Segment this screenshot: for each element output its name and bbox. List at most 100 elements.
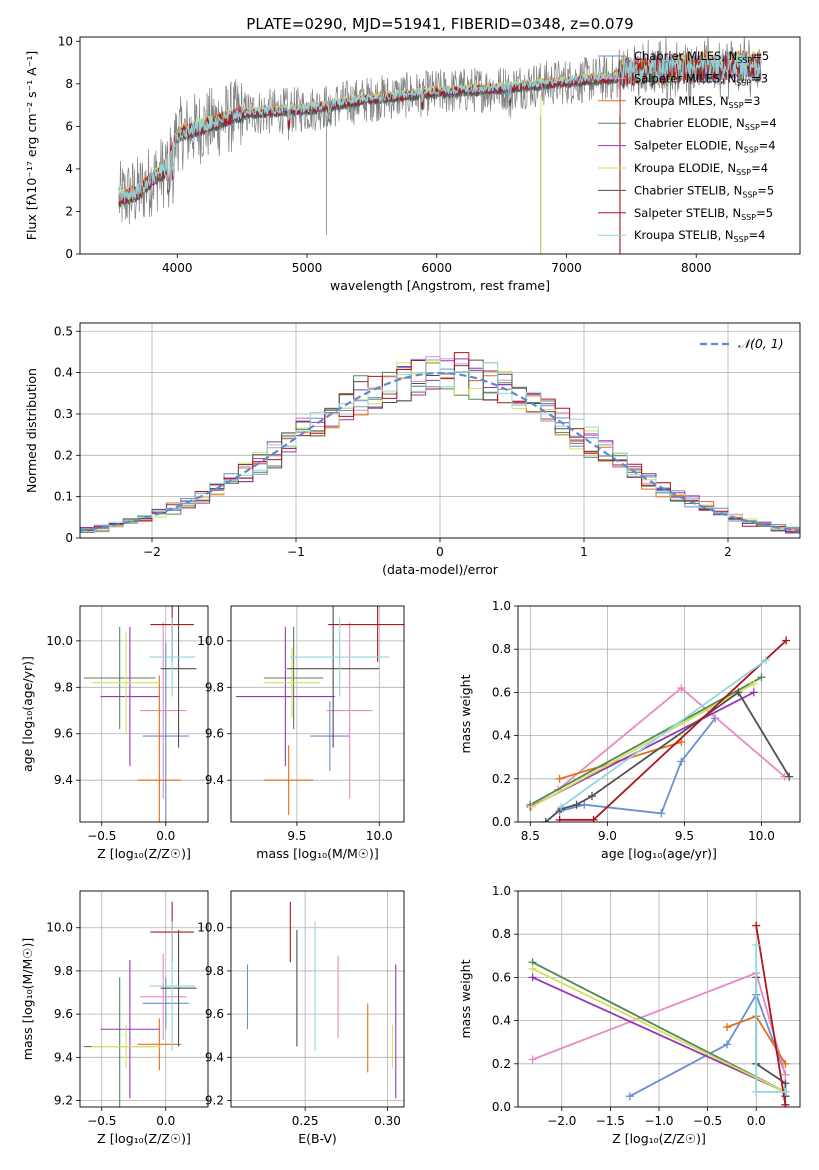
y-tick-label: 0.2 bbox=[54, 448, 73, 462]
normal-distribution-curve bbox=[80, 371, 800, 532]
axes-frame bbox=[230, 605, 405, 823]
y-tick-label: 0.5 bbox=[54, 324, 73, 338]
x-tick-label: 0.25 bbox=[292, 1114, 319, 1128]
y-tick-label: 0 bbox=[65, 247, 73, 261]
axes-frame bbox=[517, 890, 801, 1108]
mass-weight-marker bbox=[527, 802, 536, 811]
x-tick-label: 0.30 bbox=[374, 1114, 401, 1128]
mass-weight-line-7 bbox=[559, 639, 787, 821]
y-tick-label: 8 bbox=[65, 77, 73, 91]
y-tick-label: 9.4 bbox=[54, 1050, 73, 1064]
mass-weight-marker bbox=[677, 684, 686, 693]
x-axis-label: mass [log₁₀(M/M☉)] bbox=[256, 846, 378, 861]
x-axis-label: wavelength [Angstrom, rest frame] bbox=[330, 278, 550, 293]
errorbar-point-5 bbox=[91, 1024, 161, 1069]
y-tick-label: 0.4 bbox=[492, 729, 511, 743]
errorbar-point-0 bbox=[142, 643, 189, 822]
errorbar-point-7 bbox=[328, 606, 404, 662]
plot-area bbox=[528, 921, 790, 1107]
y-tick-label: 10.0 bbox=[197, 634, 224, 648]
y-tick-label: 9.6 bbox=[205, 727, 224, 741]
mass-weight-marker bbox=[723, 1040, 732, 1049]
y-tick-label: 9.4 bbox=[54, 773, 73, 787]
y-tick-label: 0.1 bbox=[54, 490, 73, 504]
x-axis-label: Z [log₁₀(Z/Z☉)] bbox=[97, 1131, 191, 1146]
x-tick-label: 9.0 bbox=[598, 829, 617, 843]
y-tick-label: 10.0 bbox=[46, 634, 73, 648]
x-tick-label: −1.0 bbox=[644, 1114, 673, 1128]
y-tick-label: 9.2 bbox=[205, 1094, 224, 1108]
mass-weight-marker bbox=[757, 673, 766, 682]
x-tick-label: 0.0 bbox=[156, 1114, 175, 1128]
mass-weight-marker bbox=[657, 809, 666, 818]
mass-weight-line-3 bbox=[532, 961, 786, 1093]
mass-weight-line-4 bbox=[532, 976, 786, 1093]
plot-area bbox=[80, 352, 800, 535]
mass-weight-marker bbox=[580, 800, 589, 809]
mass-weight-marker bbox=[762, 656, 771, 664]
errorbar-point-6 bbox=[160, 929, 197, 1047]
x-tick-label: −1.5 bbox=[596, 1114, 625, 1128]
axes-frame bbox=[79, 36, 801, 255]
spectrum-data-line bbox=[118, 37, 762, 225]
legend-entry-1: Salpeter MILES, NSSP=3 bbox=[634, 71, 768, 87]
mass-vs-ebv-panel: 0.25 0.30 9.2 9.4 9.6 9.8 10.0 E(B-V) bbox=[197, 890, 405, 1146]
mass-weight-marker bbox=[781, 1087, 790, 1096]
x-tick-label: −1 bbox=[287, 545, 305, 559]
y-axis-label: Normed distribution bbox=[24, 368, 39, 493]
mass-weight-marker bbox=[749, 688, 758, 697]
mass-weight-marker bbox=[781, 1070, 790, 1079]
x-tick-label: −0.5 bbox=[693, 1114, 722, 1128]
errorbar-point-1 bbox=[140, 622, 187, 799]
x-tick-label: −0.5 bbox=[87, 1114, 116, 1128]
y-axis-label: age [log₁₀(age/yr)] bbox=[20, 656, 35, 772]
mass-weight-marker bbox=[557, 802, 566, 811]
x-tick-label: 0.0 bbox=[747, 1114, 766, 1128]
mass-weight-marker bbox=[734, 688, 743, 697]
mass-weight-marker bbox=[752, 941, 761, 949]
errorbar-point-1 bbox=[140, 953, 187, 1041]
y-tick-label: 9.8 bbox=[54, 964, 73, 978]
y-tick-label: 0.2 bbox=[492, 772, 511, 786]
mass-weight-marker bbox=[752, 1087, 761, 1096]
mass-weight-marker bbox=[589, 815, 598, 822]
x-tick-label: −2.0 bbox=[547, 1114, 576, 1128]
y-tick-label: 9.4 bbox=[205, 1050, 224, 1064]
axes-frame bbox=[79, 322, 801, 539]
y-tick-label: 9.6 bbox=[205, 1007, 224, 1021]
mass-weight-marker bbox=[555, 815, 564, 822]
plot-area bbox=[118, 37, 762, 254]
mass-weight-marker bbox=[781, 1059, 790, 1068]
y-tick-label: 6 bbox=[65, 119, 73, 133]
x-tick-label: 4000 bbox=[162, 261, 193, 275]
x-tick-label: 1 bbox=[580, 545, 588, 559]
y-tick-label: 0 bbox=[65, 531, 73, 545]
y-tick-label: 10.0 bbox=[46, 921, 73, 935]
x-tick-label: 0 bbox=[436, 545, 444, 559]
y-axis-label: mass weight bbox=[458, 959, 473, 1038]
mass-weight-marker bbox=[625, 1092, 634, 1101]
x-tick-label: 0.0 bbox=[156, 829, 175, 843]
plot-area bbox=[83, 901, 197, 1107]
errorbar-point-6 bbox=[160, 606, 197, 748]
y-tick-label: 9.6 bbox=[54, 1007, 73, 1021]
y-tick-label: 9.8 bbox=[205, 964, 224, 978]
errorbar-point-3 bbox=[83, 626, 156, 730]
legend-entry-3: Chabrier ELODIE, NSSP=4 bbox=[634, 116, 777, 132]
y-tick-label: 9.4 bbox=[205, 773, 224, 787]
x-tick-label: 10.0 bbox=[748, 829, 775, 843]
errorbar-point-5 bbox=[91, 631, 161, 734]
y-tick-label: 10.0 bbox=[197, 921, 224, 935]
y-tick-label: 9.8 bbox=[205, 680, 224, 694]
x-tick-label: 5000 bbox=[292, 261, 323, 275]
axes-frame bbox=[79, 605, 209, 823]
y-axis-label: mass weight bbox=[458, 674, 473, 753]
x-tick-label: −2 bbox=[143, 545, 161, 559]
model-spectrum-8 bbox=[118, 50, 762, 203]
y-tick-label: 0.8 bbox=[492, 927, 511, 941]
mass-weight-vs-metallicity-panel: −2.0 −1.5 −1.0 −0.5 0.0 0.0 0.2 0.4 0.6 0.8 1.0 Z [… bbox=[458, 884, 801, 1146]
legend-entry-2: Kroupa MILES, NSSP=3 bbox=[634, 94, 760, 110]
x-axis-label: E(B-V) bbox=[298, 1131, 337, 1146]
x-tick-label: 10.0 bbox=[366, 829, 393, 843]
